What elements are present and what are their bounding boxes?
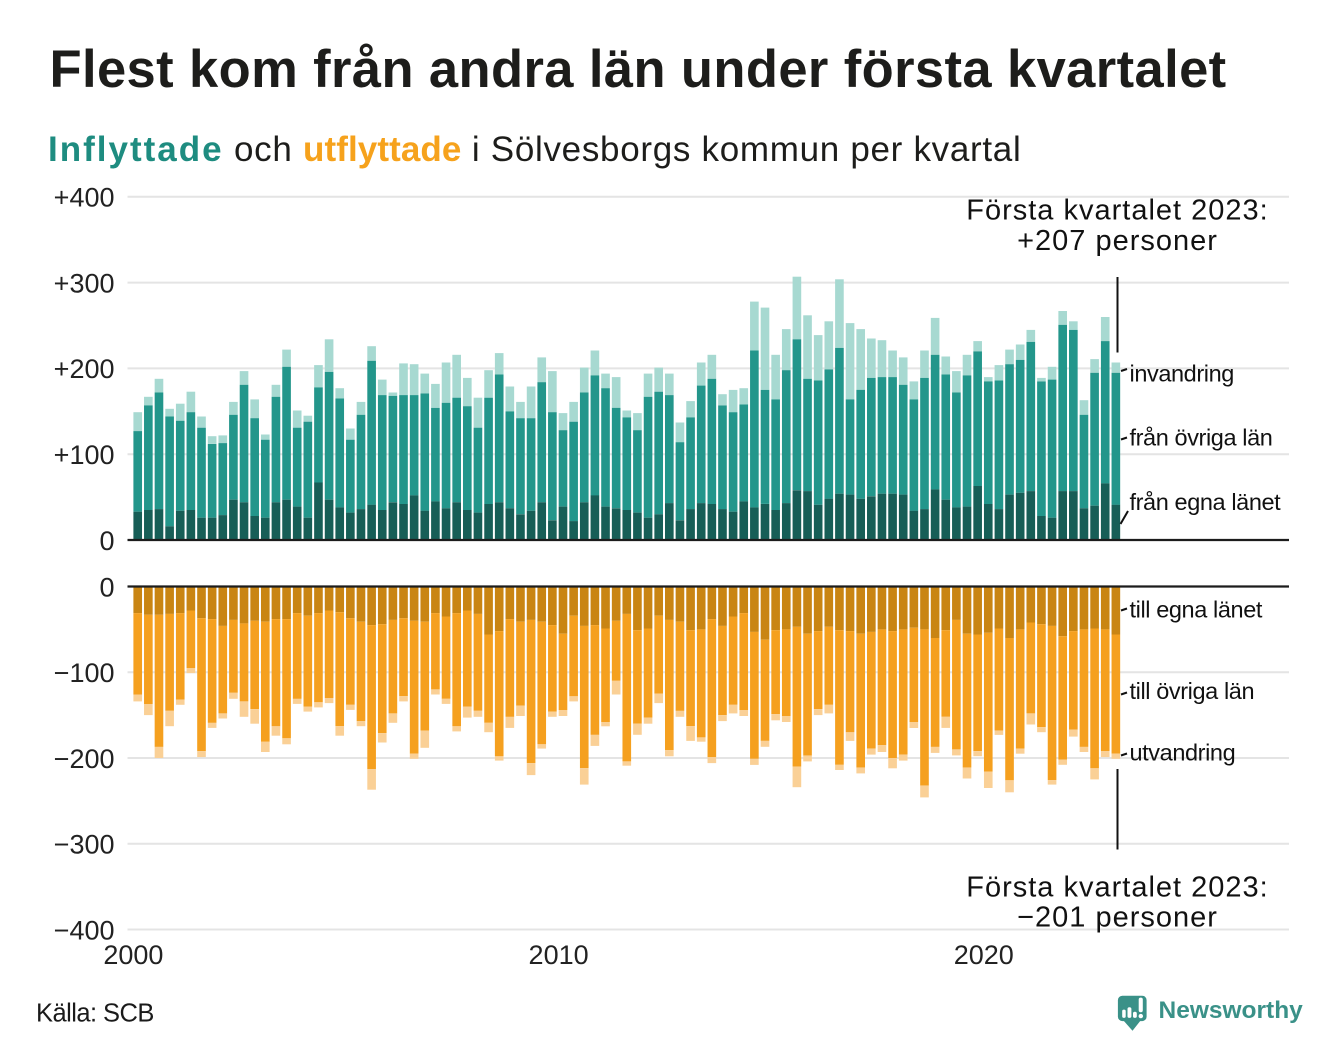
svg-text:från egna länet: från egna länet (1130, 489, 1282, 515)
svg-text:+100: +100 (54, 440, 115, 470)
svg-text:−201 personer: −201 personer (1017, 902, 1218, 934)
svg-text:2020: 2020 (954, 940, 1014, 970)
svg-text:Första kvartalet 2023:: Första kvartalet 2023: (966, 872, 1268, 904)
svg-text:+300: +300 (54, 268, 115, 298)
svg-text:+207 personer: +207 personer (1017, 225, 1218, 257)
svg-text:2010: 2010 (529, 940, 589, 970)
svg-text:−100: −100 (54, 658, 115, 688)
svg-text:+400: +400 (54, 183, 115, 213)
svg-text:till egna länet: till egna länet (1130, 597, 1263, 623)
svg-text:utvandring: utvandring (1130, 740, 1236, 766)
svg-text:till övriga län: till övriga län (1130, 678, 1255, 704)
svg-text:invandring: invandring (1130, 361, 1234, 387)
svg-text:2000: 2000 (103, 940, 163, 970)
svg-text:0: 0 (99, 526, 114, 556)
svg-text:−200: −200 (54, 744, 115, 774)
svg-text:Newsworthy: Newsworthy (1159, 997, 1304, 1024)
svg-text:Flest kom från andra län under: Flest kom från andra län under första kv… (50, 40, 1227, 99)
svg-text:Första kvartalet 2023:: Första kvartalet 2023: (966, 195, 1268, 227)
svg-text:−300: −300 (54, 830, 115, 860)
svg-text:Inflyttade och utflyttade i Sö: Inflyttade och utflyttade i Sölvesborgs … (48, 130, 1021, 169)
svg-text:+200: +200 (54, 354, 115, 384)
svg-text:från övriga län: från övriga län (1130, 425, 1273, 451)
svg-text:Källa: SCB: Källa: SCB (36, 999, 154, 1027)
svg-text:−400: −400 (54, 915, 115, 945)
svg-text:0: 0 (99, 572, 114, 602)
